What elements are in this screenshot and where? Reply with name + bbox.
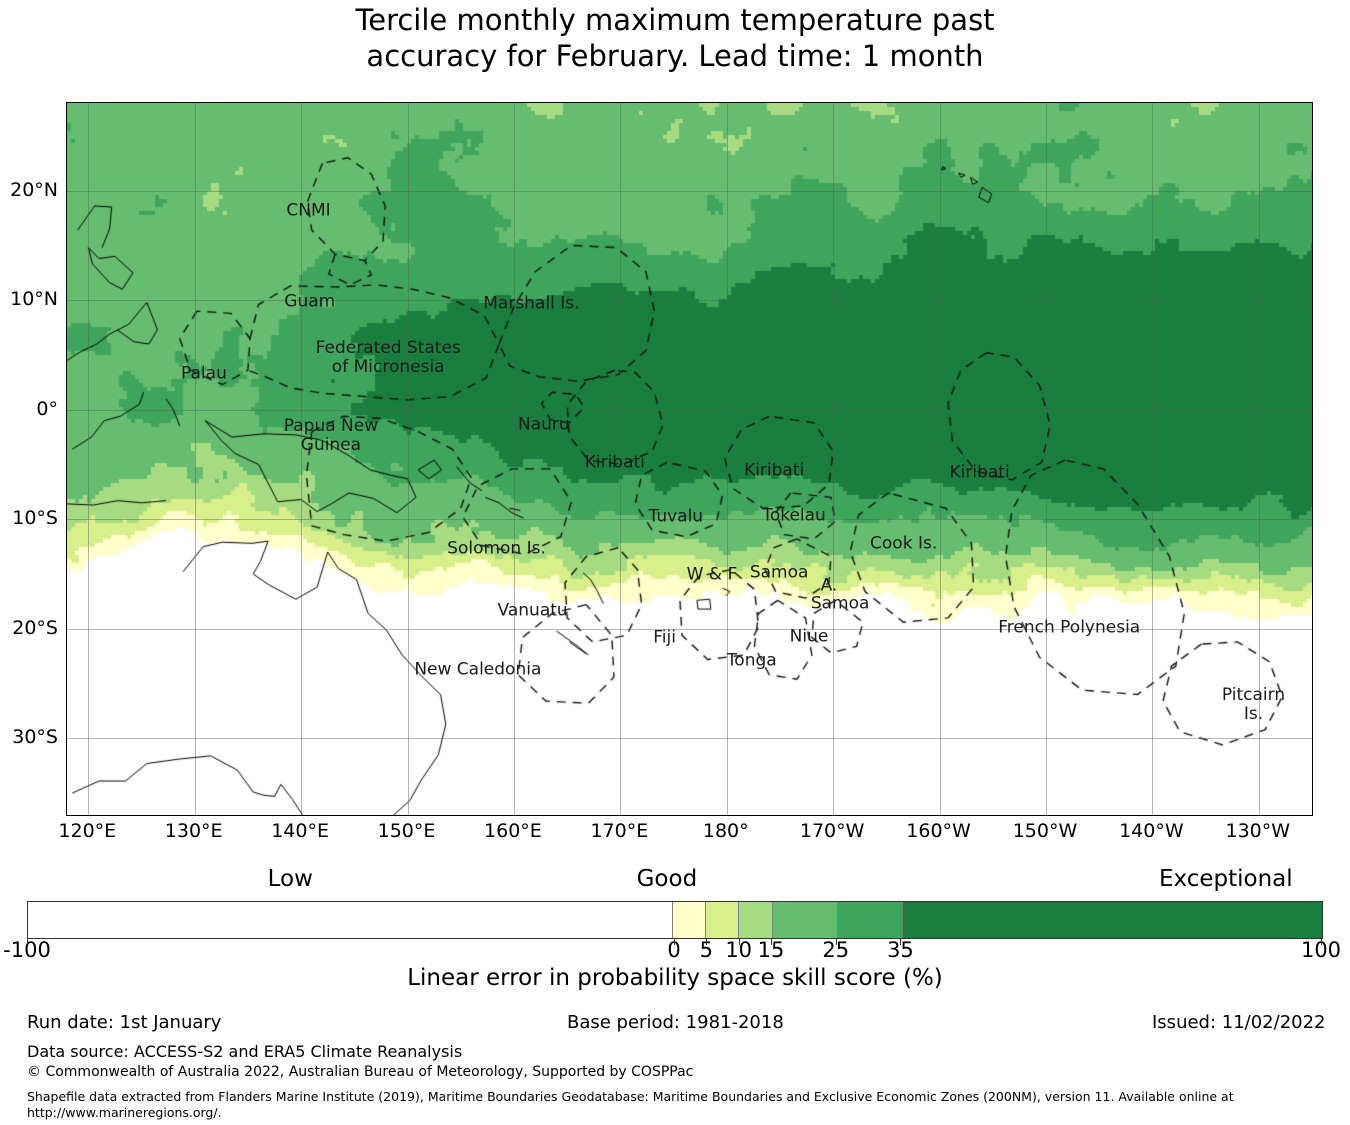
y-tick-label-2: 0° bbox=[36, 397, 58, 420]
x-tick-label-4: 160°E bbox=[484, 820, 542, 842]
colorbar-tickmark bbox=[1321, 939, 1322, 945]
graticule-meridian bbox=[1152, 103, 1154, 815]
graticule-parallel bbox=[67, 738, 1312, 740]
x-tick-label-3: 150°E bbox=[377, 820, 436, 842]
footer-top-row: Run date: 1st January Base period: 1981-… bbox=[0, 1012, 1350, 1038]
graticule-parallel bbox=[67, 409, 1312, 411]
colorbar-segment-4 bbox=[772, 902, 838, 938]
graticule-meridian bbox=[939, 103, 941, 815]
x-tick-label-0: 120°E bbox=[58, 820, 117, 842]
graticule-meridian bbox=[194, 103, 196, 815]
colorbar-tick-2: 5 bbox=[699, 938, 714, 962]
colorbar-segment-5 bbox=[837, 902, 904, 938]
graticule-meridian bbox=[513, 103, 515, 815]
map-plot-area: CNMI Guam Marshall Is. Palau Federated State… bbox=[66, 102, 1313, 816]
colorbar-tickmark bbox=[674, 939, 675, 945]
colorbar-tickmark bbox=[738, 939, 740, 945]
x-tick-label-5: 170°E bbox=[590, 820, 649, 842]
issued-date: Issued: 11/02/2022 bbox=[1152, 1012, 1326, 1033]
colorbar-category-labels: Low Good Exceptional bbox=[0, 866, 1350, 896]
colorbar-title: Linear error in probability space skill … bbox=[407, 965, 943, 991]
graticule-meridian bbox=[1258, 103, 1260, 815]
skill-score-heatmap bbox=[67, 103, 1312, 815]
y-tick-label-0: 20°N bbox=[10, 178, 58, 201]
graticule-meridian bbox=[88, 103, 90, 815]
colorbar-segment-2 bbox=[706, 902, 740, 938]
base-period: Base period: 1981-2018 bbox=[567, 1012, 784, 1033]
colorbar-category-good: Good bbox=[636, 866, 698, 892]
colorbar-category-low: Low bbox=[267, 866, 313, 892]
run-date: Run date: 1st January bbox=[27, 1012, 222, 1033]
y-tick-label-4: 20°S bbox=[12, 616, 58, 639]
graticule-parallel bbox=[67, 628, 1312, 630]
graticule-meridian bbox=[833, 103, 835, 815]
x-tick-label-8: 160°W bbox=[906, 820, 971, 842]
graticule-meridian bbox=[620, 103, 622, 815]
colorbar-tickmark bbox=[771, 939, 773, 945]
colorbar bbox=[27, 901, 1323, 939]
graticule-meridian bbox=[301, 103, 303, 815]
colorbar-category-exceptional: Exceptional bbox=[1158, 866, 1293, 892]
graticule-parallel bbox=[67, 190, 1312, 192]
graticule-meridian bbox=[407, 103, 409, 815]
colorbar-tick-labels: -100 0 5 10 15 25 35 100 bbox=[0, 938, 1350, 968]
shapefile-note: Shapefile data extracted from Flanders M… bbox=[27, 1089, 1234, 1120]
graticule-parallel bbox=[67, 300, 1312, 302]
y-tick-label-5: 30°S bbox=[12, 726, 58, 749]
page-title: Tercile monthly maximum temperature past… bbox=[355, 3, 995, 73]
y-tick-label-3: 10°S bbox=[12, 507, 58, 530]
y-tick-label-1: 10°N bbox=[10, 288, 58, 311]
colorbar-segment-3 bbox=[739, 902, 773, 938]
x-tick-label-10: 140°W bbox=[1119, 820, 1184, 842]
graticule-meridian bbox=[726, 103, 728, 815]
data-source-note: Data source: ACCESS-S2 and ERA5 Climate … bbox=[27, 1042, 463, 1061]
colorbar-tickmark bbox=[27, 939, 28, 945]
x-tick-label-11: 130°W bbox=[1225, 820, 1291, 842]
colorbar-segment-0 bbox=[28, 902, 674, 938]
x-tick-label-7: 170°W bbox=[799, 820, 865, 842]
colorbar-tickmark bbox=[900, 939, 902, 945]
x-tick-label-2: 140°E bbox=[271, 820, 329, 842]
graticule-parallel bbox=[67, 519, 1312, 521]
colorbar-tick-1: 0 bbox=[667, 938, 681, 962]
colorbar-tickmark bbox=[706, 939, 708, 945]
colorbar-tickmark bbox=[835, 939, 837, 945]
graticule-meridian bbox=[1045, 103, 1047, 815]
x-tick-label-1: 130°E bbox=[164, 820, 223, 842]
copyright-note: © Commonwealth of Australia 2022, Austra… bbox=[27, 1064, 694, 1080]
x-tick-label-9: 150°W bbox=[1012, 820, 1078, 842]
x-tick-label-6: 180° bbox=[702, 820, 749, 842]
colorbar-segment-1 bbox=[673, 902, 707, 938]
colorbar-segment-6 bbox=[903, 902, 1322, 938]
